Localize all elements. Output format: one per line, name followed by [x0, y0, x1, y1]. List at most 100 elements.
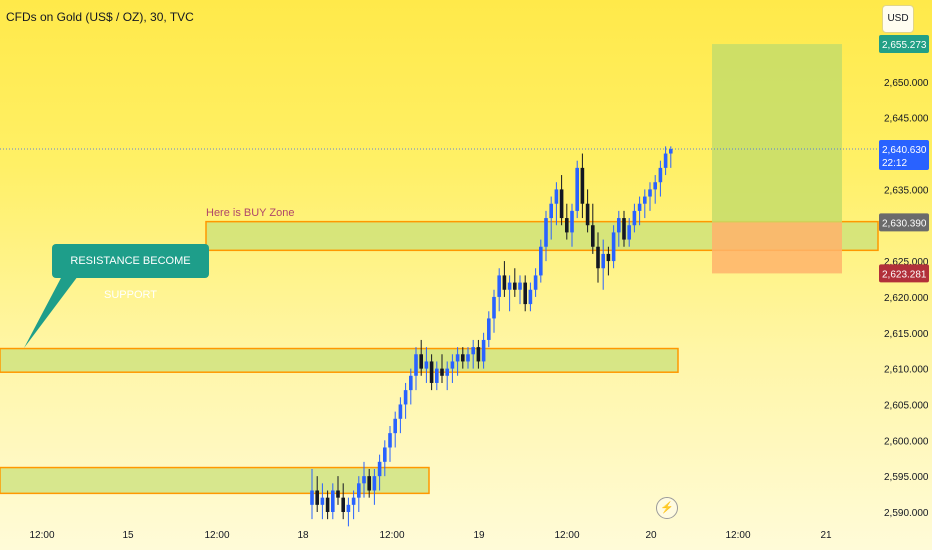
candle: [445, 361, 449, 391]
time-tick-label: 21: [820, 530, 832, 541]
price-tick-label: 2,620.000: [884, 293, 929, 304]
candle: [611, 225, 616, 269]
candle: [487, 311, 491, 348]
lightning-icon[interactable]: ⚡: [656, 497, 678, 519]
candle: [648, 182, 652, 211]
candle: [502, 261, 507, 297]
candle: [341, 483, 345, 520]
svg-text:2,623.281: 2,623.281: [882, 269, 927, 280]
candle: [669, 146, 673, 168]
candle: [497, 268, 501, 312]
candle: [455, 347, 460, 376]
candle: [357, 476, 361, 512]
buy-zone-label: Here is BUY Zone: [206, 207, 294, 219]
candle: [570, 203, 574, 247]
candles-layer: [310, 146, 673, 527]
svg-text:2,640.630: 2,640.630: [882, 145, 927, 156]
candle: [325, 490, 330, 520]
time-tick-label: 12:00: [554, 530, 579, 541]
candle: [372, 468, 377, 505]
candle: [580, 153, 585, 219]
candle: [440, 354, 444, 383]
candle: [403, 382, 408, 419]
candle: [653, 175, 657, 204]
time-tick-label: 18: [297, 530, 309, 541]
candle: [539, 239, 543, 283]
currency-button[interactable]: USD: [882, 5, 914, 33]
price-tick-label: 2,615.000: [884, 329, 929, 340]
candle: [398, 397, 403, 434]
candle: [528, 282, 533, 312]
candle: [466, 347, 470, 369]
candle: [507, 275, 512, 312]
target-price-badge: 2,655.273: [879, 35, 929, 54]
candle: [367, 468, 371, 498]
candle: [658, 160, 663, 197]
candle: [351, 490, 356, 520]
candle: [450, 354, 455, 383]
candle: [409, 368, 413, 405]
candle: [414, 347, 418, 391]
candle: [643, 189, 647, 219]
candle: [346, 497, 351, 527]
candle: [627, 218, 631, 247]
candle: [383, 440, 387, 477]
time-tick-label: 19: [473, 530, 485, 541]
candle: [320, 483, 325, 520]
candle: [663, 146, 668, 176]
candle: [523, 275, 527, 312]
long-position-tool[interactable]: [712, 44, 842, 274]
candle: [513, 268, 517, 297]
stop-area[interactable]: [712, 222, 842, 274]
candle: [429, 354, 434, 391]
candle: [554, 182, 559, 226]
entry-price-badge: 2,630.390: [879, 213, 929, 232]
candle: [461, 347, 465, 369]
price-tick-label: 2,645.000: [884, 114, 929, 125]
time-tick-label: 12:00: [379, 530, 404, 541]
candle: [596, 232, 600, 283]
callout-pointer: [24, 276, 78, 348]
candle: [471, 339, 475, 369]
candle: [310, 468, 314, 520]
callout-box: RESISTANCE BECOME SUPPORT: [52, 244, 209, 301]
candle: [622, 210, 626, 247]
stop-price-badge: 2,623.281: [879, 264, 929, 283]
price-tick-label: 2,600.000: [884, 436, 929, 447]
price-tick-label: 2,590.000: [884, 508, 929, 519]
price-tick-label: 2,610.000: [884, 365, 929, 376]
price-tick-label: 2,635.000: [884, 185, 929, 196]
last-price-badge: 2,640.630 22:12: [879, 140, 929, 171]
target-area[interactable]: [712, 44, 842, 223]
candle: [575, 160, 579, 219]
candle: [544, 210, 548, 262]
candle: [481, 332, 486, 369]
candle: [533, 268, 538, 297]
time-tick-label: 20: [645, 530, 657, 541]
candle: [637, 196, 642, 226]
symbol-title: CFDs on Gold (US$ / OZ), 30, TVC: [6, 10, 194, 24]
price-tick-label: 2,650.000: [884, 78, 929, 89]
time-tick-label: 15: [122, 530, 134, 541]
candle: [518, 275, 522, 305]
candle: [331, 483, 335, 520]
candle: [377, 454, 382, 491]
price-badges: 2,655.273 2,640.630 22:12 2,630.390 2,623.28…: [879, 35, 929, 283]
candle: [591, 203, 595, 254]
support-zone[interactable]: [0, 347, 679, 373]
time-axis[interactable]: 12:00 15 12:00 18 12:00 19 12:00 20 12:00 21: [29, 530, 832, 541]
candle: [476, 339, 481, 369]
candle: [549, 196, 553, 240]
candle: [565, 203, 569, 240]
candle: [424, 347, 429, 383]
time-tick-label: 12:00: [204, 530, 229, 541]
candle: [435, 361, 439, 391]
time-tick-label: 12:00: [725, 530, 750, 541]
candle: [617, 210, 621, 247]
candle: [336, 476, 340, 505]
svg-text:22:12: 22:12: [882, 158, 907, 169]
svg-text:2,630.390: 2,630.390: [882, 218, 927, 229]
candle: [559, 175, 564, 226]
candle: [393, 411, 397, 448]
